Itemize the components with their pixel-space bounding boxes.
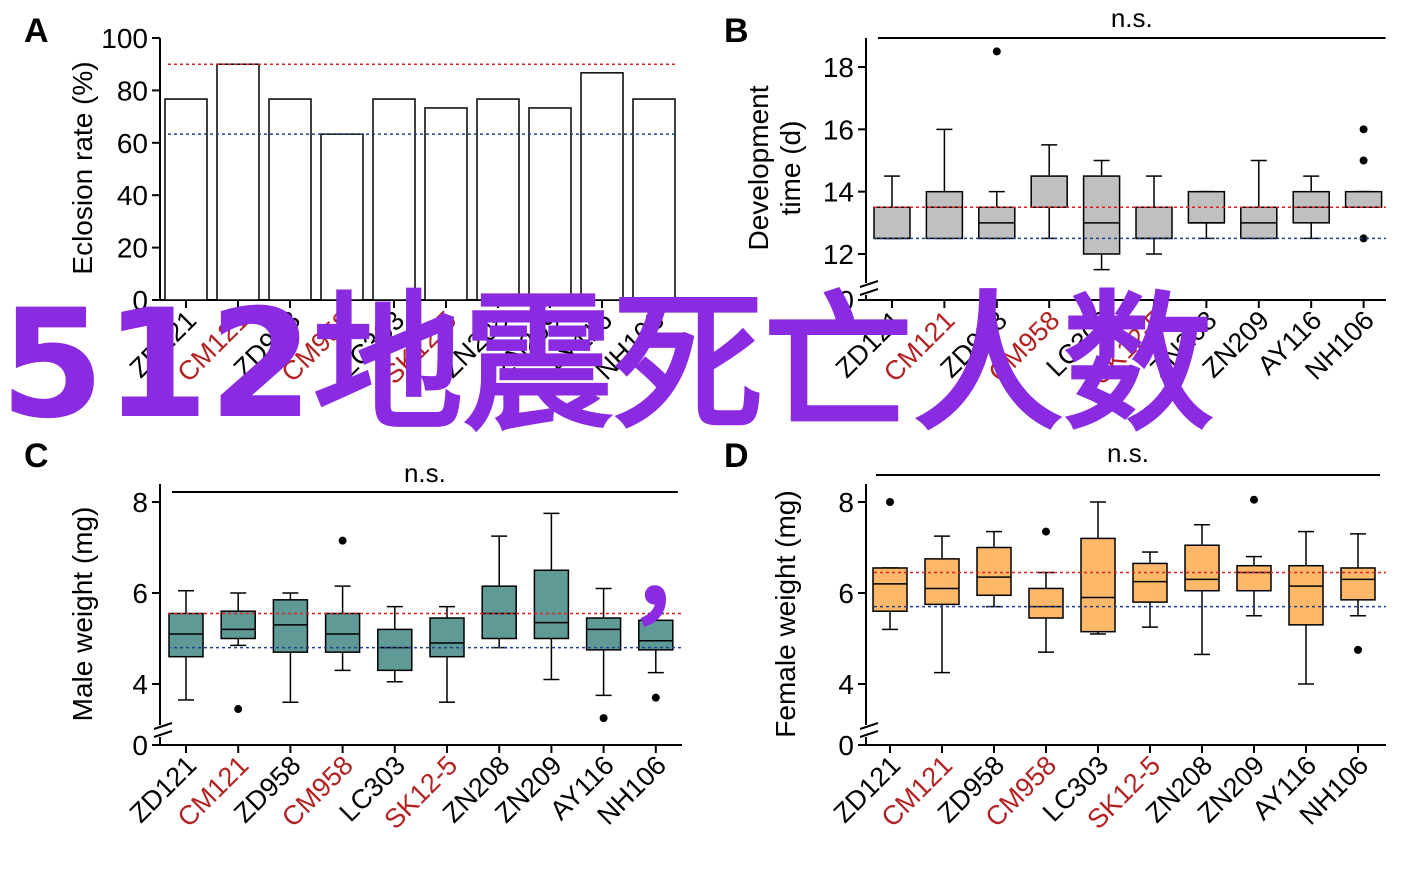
y-axis-label-d: Female weight (mg)	[770, 490, 801, 737]
panel-label-a: A	[24, 12, 49, 50]
axis-break-mark-c	[153, 730, 173, 738]
outlier-point-c	[599, 714, 608, 723]
box-d	[924, 558, 960, 606]
y-tick-label-a: 20	[117, 233, 148, 264]
outlier-point-d	[1354, 645, 1362, 654]
significance-label-c: n.s.	[404, 458, 446, 488]
y-tick-label-d: 4	[838, 669, 854, 700]
y-tick-label-a: 60	[117, 128, 148, 159]
y-tick-label-b: 0	[838, 285, 854, 316]
box-b	[1135, 206, 1173, 240]
axis-break-mark-b	[859, 280, 879, 288]
bar-a	[476, 98, 520, 301]
box-d	[1236, 564, 1272, 592]
outlier-point-d	[1042, 527, 1050, 536]
outlier-point-c	[234, 705, 243, 714]
box-d	[1288, 564, 1324, 626]
significance-label-d: n.s.	[1107, 438, 1149, 468]
outlier-point-b	[1359, 234, 1368, 243]
y-tick-label-d: 8	[838, 487, 854, 518]
y-tick-label-a: 80	[117, 75, 148, 106]
significance-label-b: n.s.	[1111, 3, 1153, 33]
outlier-point-d	[1250, 495, 1258, 504]
y-tick-label-d: 6	[838, 578, 854, 609]
y-tick-label-b: 12	[823, 239, 854, 270]
box-d	[1184, 544, 1220, 592]
y-tick-label-c: 6	[132, 578, 148, 609]
axis-break-mark-d	[859, 730, 879, 738]
box-c	[481, 585, 517, 640]
box-c	[585, 617, 622, 651]
y-tick-label-a: 0	[132, 285, 148, 316]
box-c	[220, 610, 256, 640]
box-c	[429, 617, 465, 658]
bar-a	[372, 98, 416, 301]
axis-break-mark-b	[859, 288, 879, 296]
outlier-point-b	[1359, 156, 1368, 165]
box-c	[533, 569, 570, 640]
box-d	[1080, 537, 1116, 633]
bar-a	[164, 98, 208, 301]
box-c	[272, 599, 309, 653]
y-axis-label-a: Eclosion rate (%)	[67, 61, 98, 274]
outlier-point-c	[651, 693, 660, 702]
box-b	[873, 206, 911, 240]
outlier-point-c	[338, 536, 347, 545]
box-d	[976, 546, 1012, 597]
y-tick-label-d: 0	[838, 730, 854, 761]
y-tick-label-c: 8	[132, 487, 148, 518]
panel-label-b: B	[724, 12, 749, 50]
box-b	[925, 190, 964, 240]
y-tick-label-b: 18	[823, 52, 854, 83]
y-axis-label-c: Male weight (mg)	[67, 507, 98, 722]
axis-break-mark-c	[153, 722, 173, 730]
box-b	[1082, 175, 1121, 255]
outlier-point-b	[1359, 125, 1368, 134]
bar-a	[216, 63, 260, 301]
box-c	[168, 612, 204, 658]
y-axis-label-b-line2: time (d)	[775, 121, 806, 216]
y-tick-label-b: 14	[823, 177, 854, 208]
panel-label-d: D	[724, 437, 749, 475]
overlay-comma: ，	[628, 511, 738, 639]
axis-break-mark-d	[859, 722, 879, 730]
y-axis-label-b-line1: Development	[743, 85, 774, 250]
box-c	[638, 619, 674, 651]
box-c	[324, 612, 361, 653]
y-tick-label-c: 4	[132, 669, 148, 700]
y-tick-label-b: 16	[823, 114, 854, 145]
box-b	[1030, 175, 1068, 208]
outlier-point-d	[886, 498, 894, 506]
box-d	[1028, 587, 1064, 619]
box-b	[1344, 190, 1383, 209]
outlier-point-b	[992, 47, 1001, 56]
bar-a	[320, 133, 364, 301]
bar-a	[528, 107, 572, 301]
bar-a	[580, 72, 624, 301]
y-tick-label-c: 0	[132, 730, 148, 761]
box-c	[377, 628, 413, 672]
bar-a	[632, 98, 676, 301]
bar-a	[424, 107, 468, 301]
y-tick-label-a: 40	[117, 180, 148, 211]
y-tick-label-a: 100	[101, 23, 148, 54]
box-d	[1132, 562, 1168, 603]
bar-a	[268, 98, 312, 301]
box-d	[1340, 567, 1376, 601]
panel-label-c: C	[24, 437, 49, 475]
box-d	[872, 567, 908, 612]
